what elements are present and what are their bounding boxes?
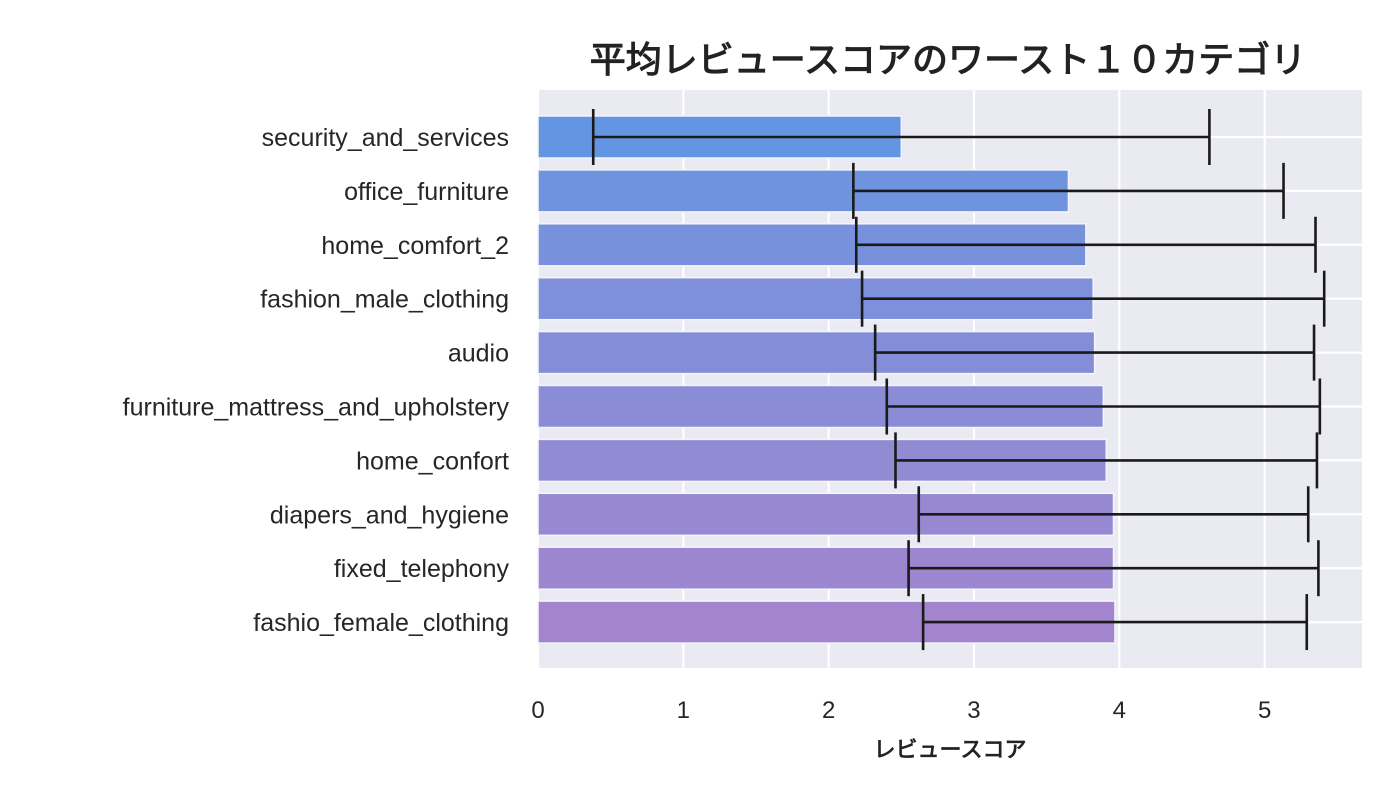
error-bar-fixed_telephony bbox=[907, 540, 1320, 597]
category-label: fashio_female_clothing bbox=[253, 609, 509, 637]
error-bar-audio bbox=[873, 324, 1316, 381]
x-tick-label: 1 bbox=[677, 697, 690, 724]
error-bar-home_comfort_2 bbox=[854, 216, 1317, 273]
error-bar-security_and_services bbox=[591, 109, 1211, 165]
category-label: home_comfort_2 bbox=[321, 232, 509, 260]
category-label: furniture_mattress_and_upholstery bbox=[123, 394, 510, 422]
category-label: office_furniture bbox=[344, 178, 509, 206]
x-axis-label: レビュースコア bbox=[874, 738, 1027, 763]
category-label: fashion_male_clothing bbox=[260, 286, 509, 314]
x-tick-label: 2 bbox=[822, 697, 835, 724]
x-tick-label: 3 bbox=[967, 697, 980, 724]
category-labels: security_and_services office_furniturehom… bbox=[123, 124, 510, 637]
category-label: diapers_and_hygiene bbox=[270, 501, 509, 529]
error-bar-fashio_female_clothing bbox=[921, 594, 1309, 651]
category-label: audio bbox=[448, 340, 509, 368]
error-bar-office_furniture bbox=[852, 162, 1285, 219]
error-bar-home_confort bbox=[894, 432, 1319, 489]
error-bar-fashion_male_clothing bbox=[860, 270, 1326, 327]
x-tick-labels: 0 1 2 3 4 5 bbox=[531, 697, 1271, 724]
x-tick-label: 5 bbox=[1258, 697, 1271, 724]
category-label: fixed_telephony bbox=[334, 555, 510, 583]
chart-title: 平均レビュースコアのワースト１０カテゴリ bbox=[590, 39, 1306, 81]
error-bar-furniture_mattress_and_upholstery bbox=[885, 378, 1322, 435]
x-tick-label: 4 bbox=[1113, 697, 1126, 724]
error-bars bbox=[591, 109, 1326, 651]
category-label: home_confort bbox=[356, 447, 509, 475]
x-tick-label: 0 bbox=[531, 697, 544, 724]
category-label: security_and_services bbox=[262, 124, 509, 152]
error-bar-diapers_and_hygiene bbox=[917, 486, 1310, 543]
